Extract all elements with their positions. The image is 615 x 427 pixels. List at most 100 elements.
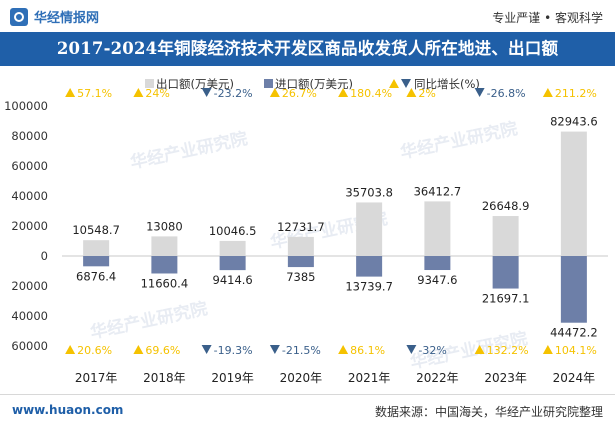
export-bar [424,201,451,256]
y-tick-label: 40000 [11,309,48,323]
y-tick-label: 0 [41,249,48,263]
x-category-label: 2023年 [484,371,527,385]
import-growth-label: -21.5% [282,344,321,357]
export-value-label: 35703.8 [345,185,393,199]
y-tick-label: 100000 [4,99,48,113]
export-growth-label: -26.8% [487,87,526,100]
x-axis: 2017年 2018年 2019年 2020年 2021年 2022年 2023年 2024年 [75,371,595,385]
import-value-label: 44472.2 [550,326,598,340]
import-growth-up-icon [338,345,349,354]
legend: 出口额(万美元) 进口额(万美元) 同比增长(%) [145,77,480,91]
legend-swatch-import [264,79,273,88]
y-tick-label: 80000 [11,129,48,143]
import-growth-up-icon [542,345,553,354]
x-category-label: 2022年 [416,371,459,385]
import-bar [424,256,451,271]
legend-up-triangle-icon [389,79,399,88]
slogan: 专业严谨 • 客观科学 [492,11,603,25]
watermark-text: 华经产业研究院 [128,128,249,173]
import-value-label: 7385 [286,270,315,284]
export-growth-up-icon [133,88,144,97]
import-value-label: 9347.6 [417,273,457,287]
export-growth-up-icon [338,88,349,97]
watermark-text: 华经产业研究院 [88,298,209,343]
export-value-label: 82943.6 [550,115,598,129]
import-bar [219,256,246,271]
export-bar [83,240,110,256]
y-tick-label: 20000 [11,219,48,233]
x-category-label: 2017年 [75,371,118,385]
import-bar [287,256,314,268]
y-tick-label: 60000 [11,339,48,353]
watermark-text: 华经产业研究院 [398,118,519,163]
footer-source: 数据来源：中国海关，华经产业研究院整理 [374,405,603,419]
export-growth-down-icon [201,88,212,97]
import-bar [151,256,178,274]
import-growth-down-icon [201,345,212,354]
import-growth-down-icon [269,345,280,354]
brand-logo-icon [10,7,28,26]
import-growth-up-icon [133,345,144,354]
export-value-label: 12731.7 [277,220,325,234]
export-bar [219,240,246,256]
export-growth-label: 180.4% [350,87,392,100]
export-growth-label: -23.2% [214,87,253,100]
x-category-label: 2019年 [211,371,254,385]
import-growth-label: 104.1% [555,344,597,357]
x-category-label: 2024年 [553,371,596,385]
export-bar [560,131,587,256]
import-growth-up-icon [65,345,76,354]
import-bar [560,256,587,323]
export-growth-label: 26.7% [282,87,317,100]
import-growth-label: 86.1% [350,344,385,357]
import-bar [492,256,519,289]
brand-logo: 华经情报网 [10,7,99,26]
import-growth-label: 132.2% [487,344,529,357]
legend-swatch-export [145,79,154,88]
import-growth-label: 20.6% [77,344,112,357]
y-tick-label: 20000 [11,279,48,293]
title-bar: 2017-2024年铜陵经济技术开发区商品收发货人所在地进、出口额 [0,32,615,66]
data-labels: 10548.7 6876.4 13080 11660.4 10046.5 9414.6 12… [72,115,597,340]
export-value-label: 36412.7 [414,184,462,198]
import-value-label: 13739.7 [345,280,393,294]
footer-site: www.huaon.com [12,403,124,417]
growth-labels: 57.1% 20.6% 24% 69.6% -23.2% -19.3% 26.7% -21.5… [65,87,597,357]
export-value-label: 10046.5 [209,224,257,238]
y-tick-label: 40000 [11,189,48,203]
bars [83,131,587,323]
import-growth-label: 69.6% [145,344,180,357]
top-bar: 华经情报网 专业严谨 • 客观科学 [0,0,615,32]
import-bar [356,256,383,277]
legend-label-import: 进口额(万美元) [275,77,353,91]
export-growth-up-icon [406,88,417,97]
export-value-label: 10548.7 [72,223,120,237]
import-value-label: 9414.6 [213,273,253,287]
export-bar [356,202,383,256]
import-value-label: 11660.4 [141,276,189,290]
legend-label-growth: 同比增长(%) [414,77,480,91]
export-growth-label: 2% [418,87,435,100]
export-growth-up-icon [65,88,76,97]
legend-down-triangle-icon [401,79,411,88]
import-value-label: 6876.4 [76,269,116,283]
brand-name: 华经情报网 [34,11,100,26]
export-bar [287,236,314,256]
import-growth-label: -19.3% [214,344,253,357]
export-growth-down-icon [474,88,485,97]
export-bar [151,236,178,256]
export-growth-label: 24% [145,87,169,100]
export-growth-label: 211.2% [555,87,597,100]
export-value-label: 13080 [146,219,183,233]
import-growth-down-icon [406,345,417,354]
export-growth-up-icon [542,88,553,97]
import-value-label: 21697.1 [482,292,530,306]
import-growth-up-icon [474,345,485,354]
export-bar [492,216,519,256]
footer: www.huaon.com 数据来源：中国海关，华经产业研究院整理 [0,394,615,427]
export-value-label: 26648.9 [482,199,530,213]
import-growth-label: -32% [418,344,446,357]
x-category-label: 2018年 [143,371,186,385]
